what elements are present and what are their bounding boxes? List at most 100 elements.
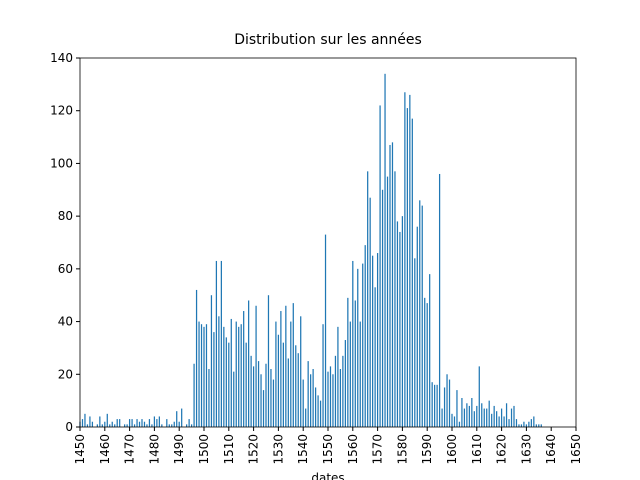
bar	[285, 305, 287, 427]
bar	[431, 382, 433, 427]
x-tick-label: 1600	[445, 434, 459, 465]
bar	[126, 424, 128, 427]
bar	[364, 245, 366, 427]
bar	[84, 413, 86, 427]
bar	[220, 260, 222, 427]
bar	[448, 379, 451, 427]
bar	[347, 297, 349, 427]
y-tick-label: 60	[58, 262, 73, 276]
bar	[235, 321, 237, 427]
bar	[228, 342, 230, 427]
bar	[277, 334, 280, 427]
bar	[334, 355, 337, 427]
bar	[468, 405, 470, 427]
bar	[265, 363, 267, 427]
x-tick-label: 1620	[495, 434, 509, 465]
x-tick-label: 1490	[172, 434, 186, 465]
bar	[352, 260, 354, 427]
bar	[399, 231, 401, 427]
bar	[295, 345, 297, 427]
bar	[297, 353, 299, 427]
bar	[131, 419, 133, 427]
bar	[483, 408, 485, 427]
plot-frame	[79, 57, 577, 428]
bar	[282, 342, 284, 427]
bar	[458, 421, 461, 427]
bar	[104, 421, 106, 427]
bar	[386, 176, 389, 427]
x-tick-label: 1470	[123, 434, 137, 465]
x-tick-label: 1650	[569, 434, 583, 465]
bar	[505, 403, 508, 427]
bar	[290, 321, 292, 427]
bar	[424, 297, 426, 427]
bar	[362, 263, 364, 427]
bar	[275, 321, 277, 427]
bar	[478, 366, 480, 427]
bar	[243, 311, 245, 427]
bar	[91, 421, 94, 427]
bar	[481, 403, 483, 427]
bar	[332, 374, 334, 427]
bar	[540, 424, 542, 427]
bar	[500, 408, 503, 427]
bar	[302, 379, 304, 427]
bar	[96, 424, 98, 427]
bar	[153, 416, 156, 427]
bar	[287, 358, 289, 427]
bar	[101, 424, 103, 427]
bar	[491, 413, 493, 427]
bar	[116, 419, 118, 427]
bar	[367, 171, 369, 427]
bar	[119, 419, 121, 427]
bar	[510, 408, 513, 427]
bar	[486, 408, 488, 427]
bar	[198, 321, 200, 427]
bar	[342, 355, 344, 427]
bar	[451, 413, 453, 427]
bar	[329, 366, 332, 427]
bar	[248, 300, 250, 427]
bar	[148, 419, 151, 427]
bar	[443, 387, 446, 427]
bar	[128, 419, 131, 427]
bar	[181, 408, 183, 427]
x-tick-label: 1500	[197, 434, 211, 465]
bar	[262, 390, 265, 427]
bar	[374, 287, 376, 427]
bar	[210, 295, 213, 427]
bar	[538, 424, 540, 427]
bar	[523, 421, 525, 427]
bar	[166, 419, 168, 427]
bar	[136, 419, 138, 427]
bar	[213, 332, 215, 427]
bar	[525, 424, 528, 427]
bar	[86, 424, 89, 427]
bar	[270, 369, 272, 427]
bar	[426, 303, 428, 427]
bar	[396, 221, 399, 427]
bar	[146, 424, 148, 427]
bar	[446, 374, 448, 427]
x-axis-label: dates	[311, 471, 344, 480]
y-tick-label: 40	[58, 315, 73, 329]
bar	[186, 424, 188, 427]
bar	[173, 421, 175, 427]
bar	[205, 324, 208, 427]
bar	[503, 416, 505, 427]
bar	[488, 400, 490, 427]
bar	[307, 361, 309, 427]
bar	[203, 326, 205, 427]
bar	[252, 366, 255, 427]
x-tick-label: 1560	[346, 434, 360, 465]
bar	[496, 411, 498, 427]
bar	[233, 371, 235, 427]
bar	[438, 173, 441, 427]
y-tick-label: 140	[50, 51, 73, 65]
bar	[215, 260, 218, 427]
bar	[513, 405, 515, 427]
bar	[280, 311, 282, 427]
bar	[372, 255, 374, 427]
bar	[401, 216, 404, 427]
bar	[250, 355, 252, 427]
